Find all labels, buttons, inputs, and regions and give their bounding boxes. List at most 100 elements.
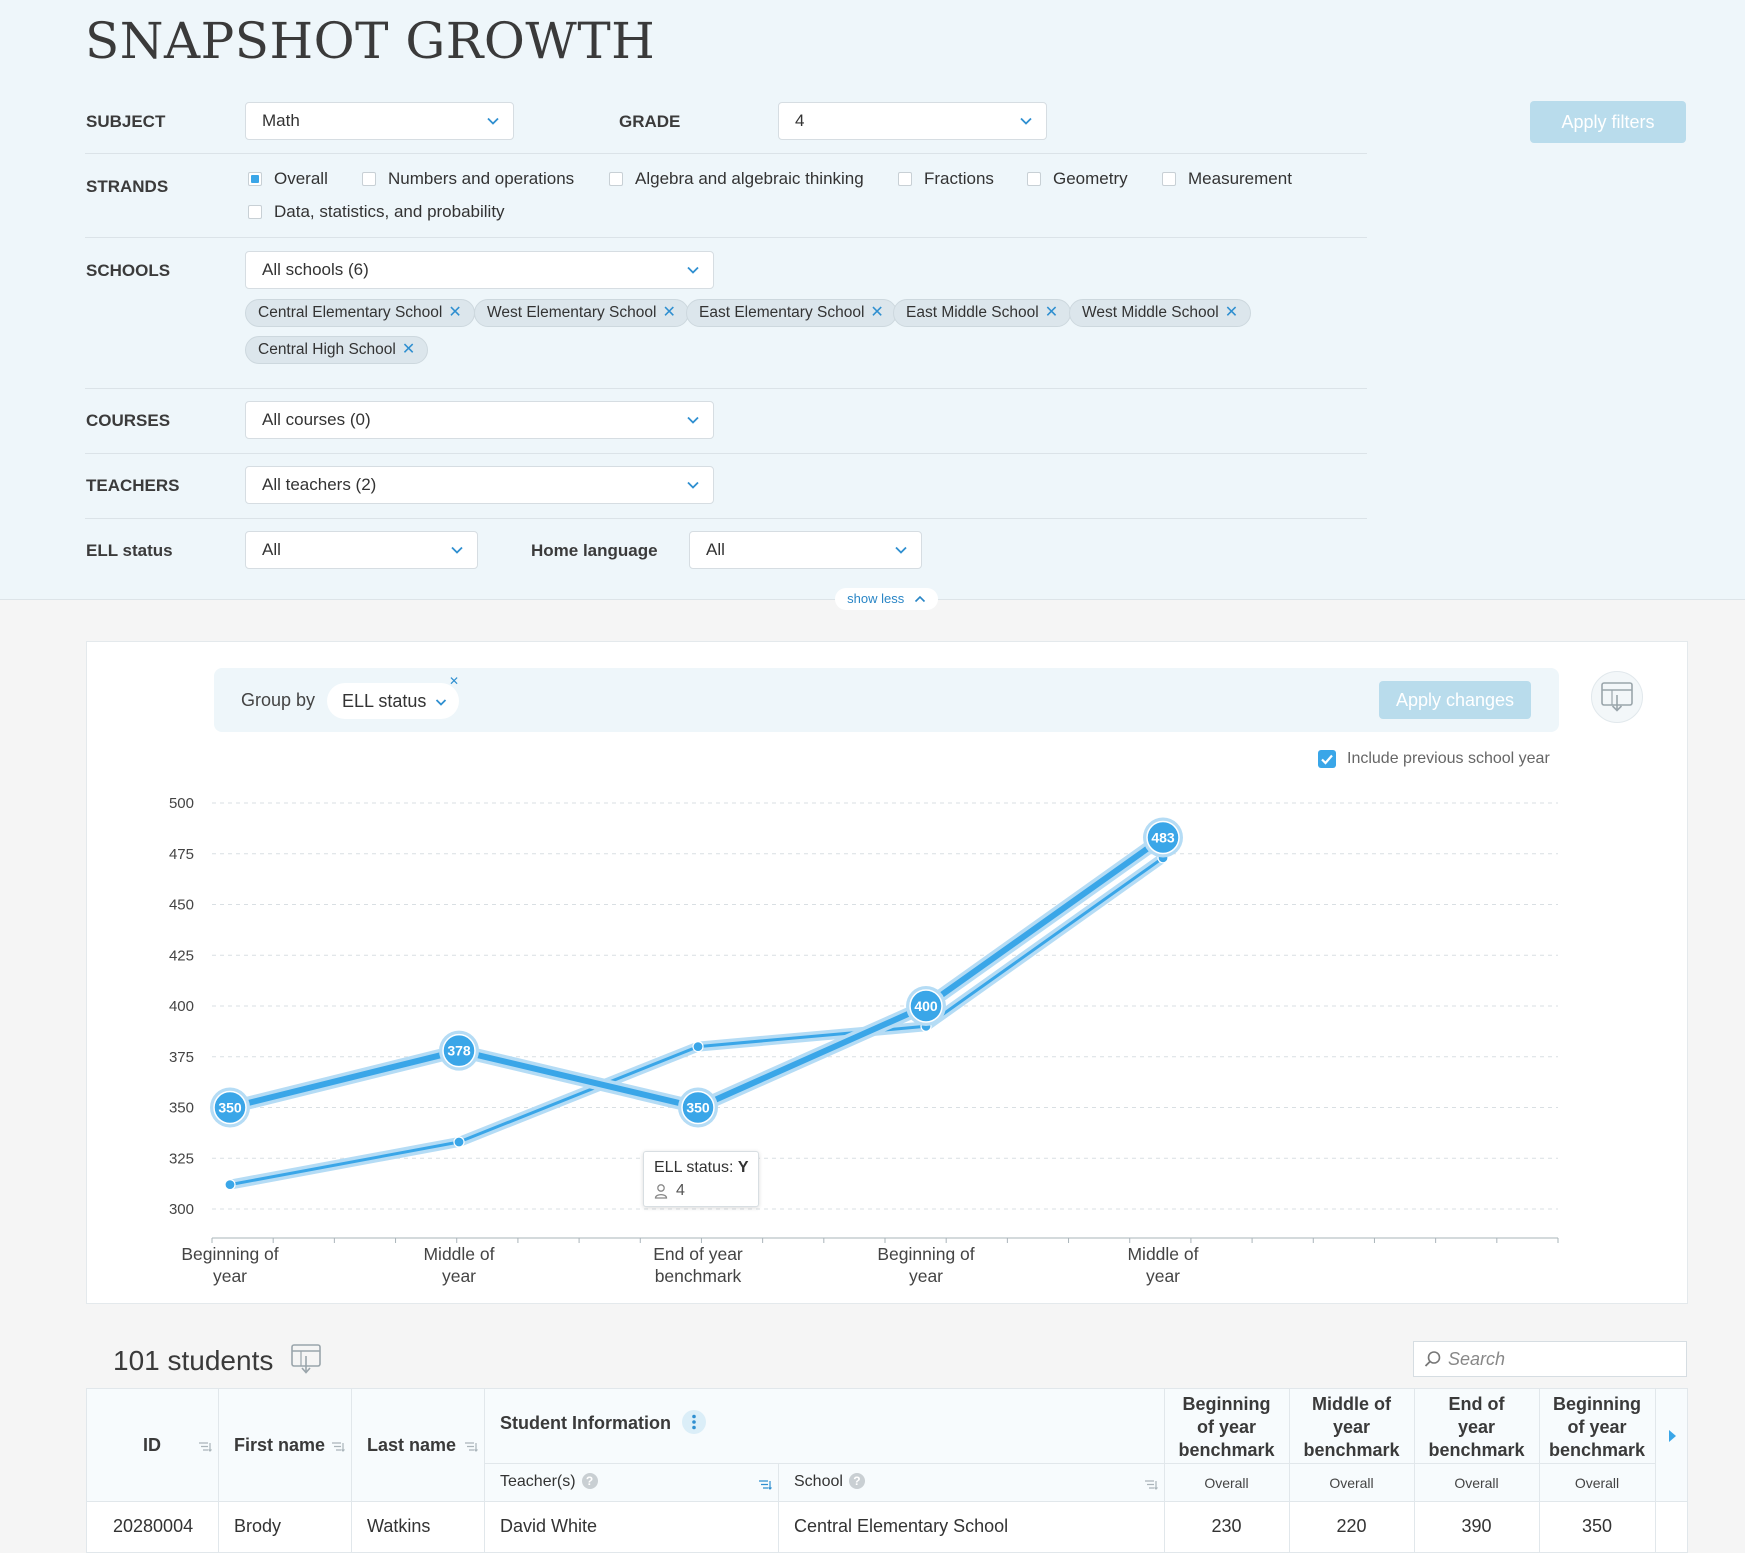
- ell-status-value: All: [262, 540, 281, 559]
- checkbox-icon: [248, 205, 262, 219]
- column-header-benchmark[interactable]: Middle of year benchmark: [1289, 1393, 1414, 1462]
- chevron-up-icon: [914, 595, 925, 603]
- strand-checkbox-numbers[interactable]: Numbers and operations: [362, 169, 574, 189]
- column-divider: [778, 1463, 779, 1552]
- teachers-label: TEACHERS: [86, 476, 180, 495]
- close-icon[interactable]: ✕: [1044, 304, 1059, 321]
- close-icon[interactable]: ✕: [449, 674, 460, 688]
- column-header-benchmark[interactable]: Beginning of year benchmark: [1164, 1393, 1289, 1462]
- data-point: [909, 989, 943, 1023]
- chevron-down-icon: [436, 699, 447, 706]
- y-tick-label: 425: [169, 947, 194, 964]
- sort-icon[interactable]: [1144, 1479, 1158, 1491]
- apply-changes-button[interactable]: Apply changes: [1379, 681, 1531, 719]
- scroll-right-icon[interactable]: [1667, 1429, 1677, 1443]
- subject-value: Math: [262, 111, 300, 130]
- x-tick-label: Beginning of: [181, 1244, 278, 1264]
- search-input[interactable]: Search: [1413, 1341, 1687, 1377]
- y-tick-label: 300: [169, 1201, 194, 1218]
- benchmark-line: Beginning: [1553, 1394, 1641, 1414]
- data-label: 350: [686, 1100, 710, 1116]
- export-icon: [1601, 682, 1633, 712]
- x-tick-label: End of year: [653, 1244, 743, 1264]
- home-language-value: All: [706, 540, 725, 559]
- benchmark-line: year: [1332, 1417, 1371, 1437]
- column-header-benchmark[interactable]: Beginning of year benchmark: [1539, 1393, 1655, 1462]
- column-header-teachers[interactable]: Teacher(s)?: [500, 1473, 598, 1491]
- students-table: ID First name Last name Student Informat…: [86, 1388, 1688, 1553]
- y-tick-label: 400: [169, 998, 194, 1015]
- courses-select[interactable]: All courses (0): [245, 401, 714, 439]
- column-header-label: Teacher(s): [500, 1473, 576, 1490]
- teachers-value: All teachers (2): [262, 475, 377, 494]
- series-line: [228, 856, 1165, 1187]
- chart-tooltip: ELL status: Y 4: [643, 1151, 759, 1207]
- column-divider: [1414, 1389, 1415, 1552]
- close-icon[interactable]: ✕: [870, 304, 884, 321]
- close-icon[interactable]: ✕: [662, 304, 676, 321]
- include-previous-year-checkbox[interactable]: Include previous school year: [1318, 750, 1550, 768]
- sort-icon[interactable]: [331, 1441, 345, 1453]
- chip-label: East Elementary School: [699, 304, 865, 321]
- cell-teacher: David White: [500, 1516, 598, 1536]
- courses-label: COURSES: [86, 411, 171, 430]
- home-language-select[interactable]: All: [689, 531, 922, 569]
- group-by-select[interactable]: ELL status: [327, 683, 459, 719]
- column-header-id[interactable]: ID: [143, 1435, 161, 1456]
- schools-select[interactable]: All schools (6): [245, 251, 714, 289]
- strand-checkbox-fractions[interactable]: Fractions: [898, 169, 994, 189]
- strand-label: Geometry: [1053, 169, 1128, 188]
- more-options-icon[interactable]: [681, 1409, 707, 1435]
- person-icon: [654, 1184, 668, 1199]
- export-icon[interactable]: [291, 1343, 323, 1375]
- chevron-down-icon: [687, 481, 699, 489]
- table-row[interactable]: 20280004 Brody Watkins David White Centr…: [87, 1502, 1655, 1552]
- divider: [85, 388, 1367, 389]
- close-icon[interactable]: ✕: [448, 304, 462, 321]
- divider: [85, 518, 1367, 519]
- grade-select[interactable]: 4: [778, 102, 1047, 140]
- data-point: [224, 1179, 236, 1191]
- sort-icon[interactable]: [758, 1479, 772, 1491]
- benchmark-line: benchmark: [1178, 1440, 1275, 1460]
- teachers-select[interactable]: All teachers (2): [245, 466, 714, 504]
- strand-checkbox-geometry[interactable]: Geometry: [1027, 169, 1128, 189]
- y-tick-label: 450: [169, 897, 194, 914]
- close-icon[interactable]: ✕: [1224, 304, 1239, 321]
- ell-status-select[interactable]: All: [245, 531, 478, 569]
- column-header-school[interactable]: School?: [794, 1473, 865, 1491]
- chevron-down-icon: [451, 546, 463, 554]
- close-icon[interactable]: ✕: [401, 341, 416, 358]
- chip-label: West Elementary School: [487, 304, 657, 321]
- sort-icon[interactable]: [198, 1441, 212, 1453]
- column-header-label: Last name: [367, 1435, 457, 1455]
- column-header-last-name[interactable]: Last name: [367, 1435, 456, 1456]
- subject-select[interactable]: Math: [245, 102, 514, 140]
- show-less-toggle[interactable]: show less: [835, 588, 938, 610]
- strand-checkbox-data[interactable]: Data, statistics, and probability: [248, 202, 505, 222]
- strand-checkbox-algebra[interactable]: Algebra and algebraic thinking: [609, 169, 864, 189]
- school-chip: Central Elementary School ✕: [245, 299, 475, 327]
- tooltip-value: Y: [737, 1159, 749, 1176]
- strand-checkbox-measurement[interactable]: Measurement: [1162, 169, 1292, 189]
- export-button[interactable]: [1591, 671, 1643, 723]
- help-icon[interactable]: ?: [848, 1473, 865, 1489]
- strand-checkbox-overall[interactable]: Overall: [248, 169, 328, 189]
- school-chip: Central High School ✕: [245, 336, 429, 364]
- data-point: [453, 1136, 465, 1148]
- help-icon[interactable]: ?: [581, 1473, 598, 1489]
- schools-label: SCHOOLS: [86, 261, 171, 280]
- cell-score: 220: [1336, 1516, 1367, 1536]
- sort-icon[interactable]: [464, 1441, 478, 1453]
- apply-filters-button[interactable]: Apply filters: [1530, 101, 1686, 143]
- x-tick-label: benchmark: [655, 1266, 742, 1286]
- data-point: [213, 1090, 247, 1125]
- checkbox-icon: [898, 172, 912, 186]
- x-tick-label: Beginning of: [877, 1244, 974, 1264]
- column-header-benchmark[interactable]: End of year benchmark: [1414, 1393, 1539, 1462]
- benchmark-subheader: Overall: [1204, 1475, 1249, 1491]
- y-tick-label: 500: [169, 795, 194, 812]
- column-header-first-name[interactable]: First name: [234, 1435, 325, 1456]
- benchmark-line: Middle of: [1312, 1394, 1391, 1414]
